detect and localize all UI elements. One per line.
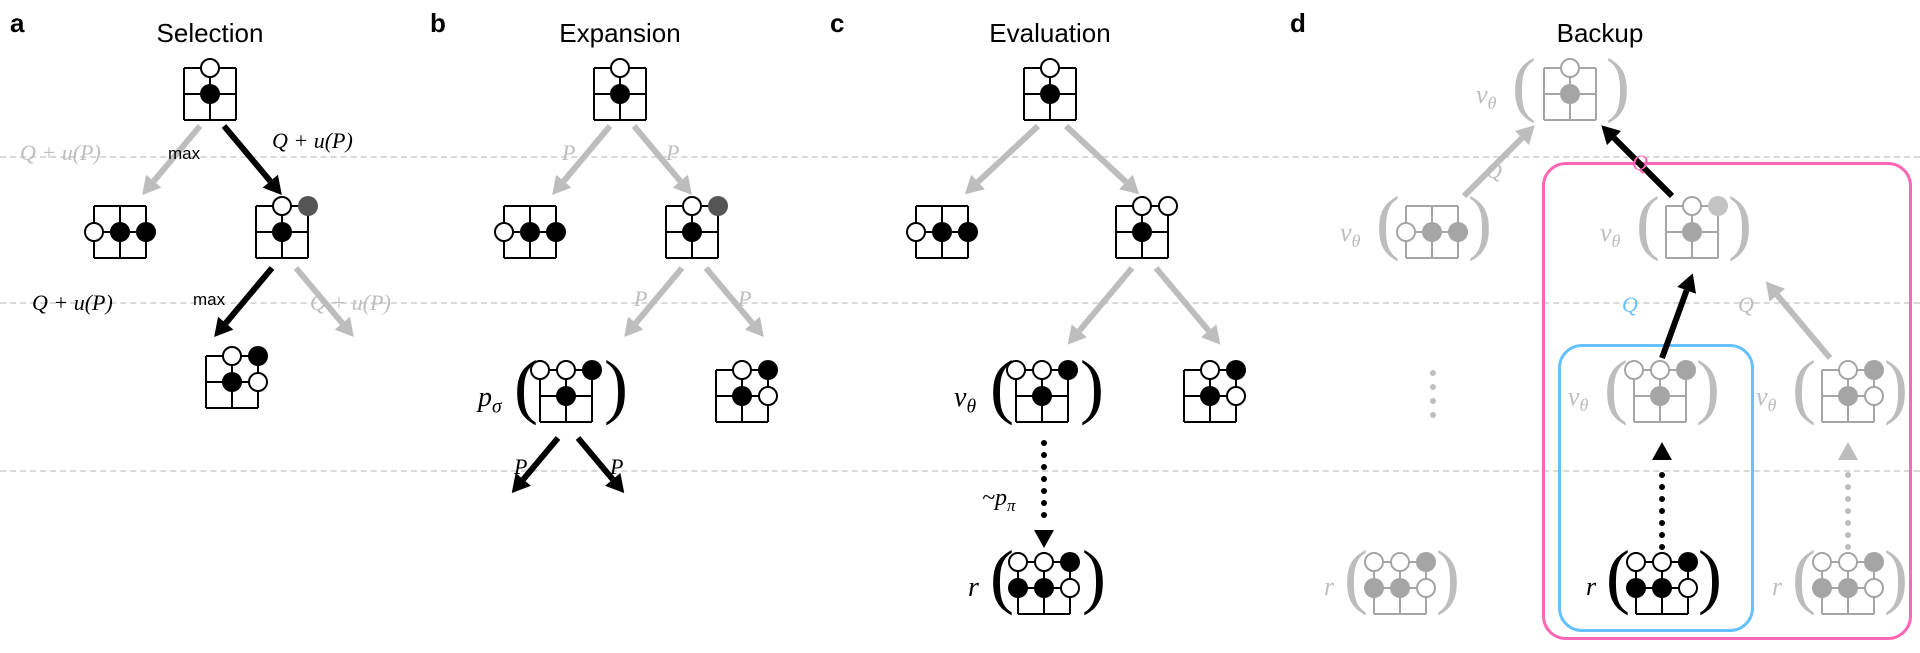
board-l2-right: [1816, 364, 1880, 428]
lbl-QuP-l1l: Q + u(P): [20, 140, 101, 166]
paren-rm-r: ): [1698, 540, 1722, 612]
board-r-left: [1368, 556, 1432, 620]
panel-title: Selection: [0, 18, 420, 49]
board-l1-right: [660, 200, 724, 264]
paren-r2: ): [1082, 540, 1106, 612]
paren-root-r: ): [1606, 48, 1630, 120]
board-l2-left: [534, 364, 598, 428]
board-root: [588, 62, 652, 126]
paren-l: (: [514, 350, 538, 422]
lbl-Q-l: Q: [1486, 158, 1502, 184]
lbl-Q-ll: Q: [1622, 292, 1638, 318]
panel-d: d Backup vθ ( ) vθ: [1280, 0, 1920, 653]
paren-l2l-l: (: [1604, 350, 1628, 422]
arrow-l1-right: [1156, 268, 1220, 345]
mcts-figure: a Selection Q + u(P) Q + u(P) Q + u(P) Q…: [0, 0, 1920, 653]
paren-l1r-l: (: [1636, 186, 1660, 258]
lbl-vtheta-l1r: vθ: [1600, 218, 1620, 252]
paren-l1r-r: ): [1728, 186, 1752, 258]
paren-l1l-r: ): [1468, 186, 1492, 258]
lbl-P-1r: P: [666, 140, 679, 166]
lbl-r-left: r: [1324, 572, 1334, 602]
lbl-r-right: r: [1772, 572, 1782, 602]
lbl-P-3r: P: [610, 454, 623, 480]
board-r-right: [1816, 556, 1880, 620]
arrow-l1-left: [1068, 268, 1132, 345]
lbl-ppi: ~pπ: [982, 485, 1015, 516]
lbl-P-3l: P: [514, 454, 527, 480]
lbl-P-2l: P: [634, 286, 647, 312]
paren-l2r-l: (: [1792, 350, 1816, 422]
arrow-l1-left: [624, 268, 682, 337]
board-l1-left: [88, 200, 152, 264]
board-l2-right: [710, 364, 774, 428]
lbl-r-mid: r: [1586, 572, 1596, 602]
lbl-QuP-l2r: Q + u(P): [310, 290, 391, 316]
lbl-Q-lr: Q: [1738, 292, 1754, 318]
lbl-QuP-l1r: Q + u(P): [272, 128, 353, 154]
paren-l2l-r: ): [1696, 350, 1720, 422]
paren-l1: (: [990, 350, 1014, 422]
board-root: [1018, 62, 1082, 126]
lbl-r: r: [968, 572, 979, 604]
lbl-vtheta: vθ: [954, 382, 976, 419]
paren-l2r-r: ): [1884, 350, 1908, 422]
board-l1-right: [250, 200, 314, 264]
board-l2-left: [1010, 364, 1074, 428]
arrow-root-left: [552, 126, 610, 195]
board-l2: [200, 350, 264, 414]
lbl-vtheta-l1l: vθ: [1340, 218, 1360, 252]
lbl-Q-r: Q: [1632, 150, 1648, 176]
lbl-psigma: pσ: [478, 382, 502, 419]
lbl-P-2r: P: [738, 286, 751, 312]
lbl-max-1: max: [168, 144, 200, 164]
lbl-vtheta-l2r: vθ: [1756, 382, 1776, 416]
panel-b: b Expansion P P P P P P pσ ( ): [420, 0, 820, 653]
paren-l2: (: [990, 540, 1014, 612]
board-r-mid: [1630, 556, 1694, 620]
board-l1-left: [1400, 200, 1464, 264]
paren-rm-l: (: [1606, 540, 1630, 612]
board-root: [1538, 62, 1602, 126]
arrow-root-right: [1066, 126, 1139, 194]
lbl-P-1l: P: [562, 140, 575, 166]
board-l2-right: [1178, 364, 1242, 428]
lbl-max-2: max: [193, 290, 225, 310]
panel-title: Backup: [1280, 18, 1920, 49]
board-l1-right: [1660, 200, 1724, 264]
paren-rr-l: (: [1792, 540, 1816, 612]
board-l2-left: [1628, 364, 1692, 428]
panel-c: c Evaluation vθ ( ) ~pπ r ( ): [820, 0, 1280, 653]
paren-rr-r: ): [1884, 540, 1908, 612]
lbl-QuP-l2l: Q + u(P): [32, 290, 113, 316]
vdots-left: [1430, 370, 1436, 426]
paren-l1l-l: (: [1376, 186, 1400, 258]
board-rollout: [1012, 556, 1076, 620]
board-l1-left: [498, 200, 562, 264]
paren-r: ): [604, 350, 628, 422]
arrow-root-left: [965, 126, 1038, 194]
paren-r1: ): [1080, 350, 1104, 422]
arrow-root-right: [634, 126, 692, 195]
panel-a: a Selection Q + u(P) Q + u(P) Q + u(P) Q…: [0, 0, 420, 653]
board-root: [178, 62, 242, 126]
panel-title: Expansion: [420, 18, 820, 49]
board-l1-left: [910, 200, 974, 264]
panel-title: Evaluation: [820, 18, 1280, 49]
paren-rl-r: ): [1436, 540, 1460, 612]
lbl-vtheta-l2l: vθ: [1568, 382, 1588, 416]
paren-rl-l: (: [1344, 540, 1368, 612]
lbl-vtheta-root: vθ: [1476, 80, 1496, 114]
board-l1-right: [1110, 200, 1174, 264]
paren-root-l: (: [1512, 48, 1536, 120]
arrow-l1-right: [706, 268, 764, 337]
